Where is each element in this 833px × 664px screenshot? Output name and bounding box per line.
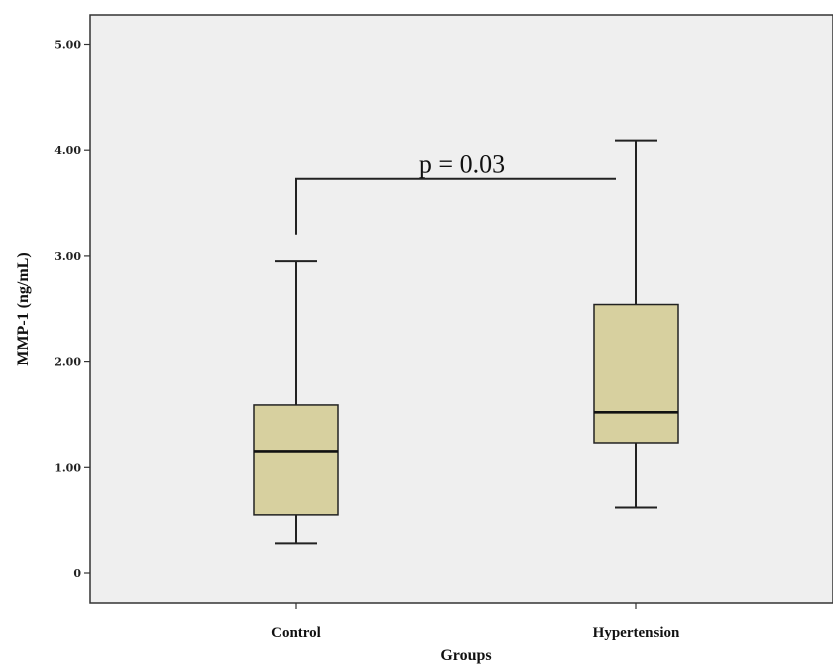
y-tick-label: 0 — [73, 567, 81, 580]
x-tick-label: Hypertension — [593, 625, 680, 641]
y-tick-label: 4.00 — [54, 144, 81, 157]
y-tick-label: 1.00 — [54, 461, 81, 474]
significance-annotation: p = 0.03 — [295, 150, 616, 235]
box-control — [253, 260, 339, 545]
significance-bracket — [295, 177, 616, 235]
interquartile-box — [253, 404, 339, 516]
interquartile-box — [593, 303, 679, 444]
y-tick-label: 2.00 — [54, 356, 81, 369]
y-axis-ticks: 0 1.00 2.00 3.00 4.00 5.00 — [54, 39, 90, 580]
y-tick-label: 5.00 — [54, 39, 81, 52]
box-hypertension — [593, 139, 679, 509]
boxes — [253, 139, 679, 545]
x-axis-ticks: Control Hypertension — [271, 603, 680, 641]
plot-area — [89, 14, 833, 604]
x-axis-title: Groups — [440, 647, 491, 664]
y-axis-title: MMP-1 (ng/mL) — [15, 252, 32, 365]
x-tick-label: Control — [271, 625, 321, 641]
y-tick-label: 3.00 — [54, 250, 81, 263]
p-value-label: p = 0.03 — [419, 150, 505, 179]
